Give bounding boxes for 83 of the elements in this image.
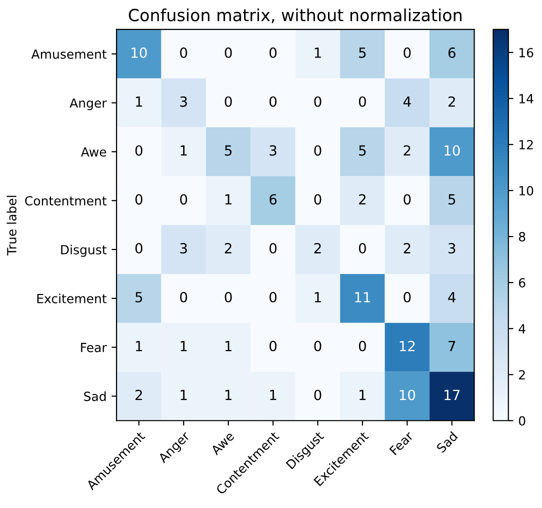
data-label: 3 <box>448 243 456 254</box>
data-label: 1 <box>360 390 366 400</box>
data-label: 5 <box>359 145 366 156</box>
data-label: 2 <box>135 390 142 400</box>
data-label: 6 <box>270 194 277 205</box>
data-label: 0 <box>358 243 366 254</box>
data-label: 0 <box>404 194 411 205</box>
y-tick-label: Sad <box>84 391 106 402</box>
data-label: 0 <box>270 47 277 58</box>
data-label: 5 <box>136 292 142 302</box>
color-bar-label: 8 <box>518 232 526 242</box>
data-label: 0 <box>404 292 411 302</box>
y-tick-label: Contentment <box>25 196 107 206</box>
data-label: 0 <box>404 47 411 58</box>
data-label: 6 <box>448 47 456 58</box>
color-bar-label: 10 <box>519 186 534 196</box>
data-label: 0 <box>270 292 277 302</box>
data-label: 0 <box>270 243 277 254</box>
y-axis-title: True label <box>6 196 16 256</box>
data-label: 10 <box>444 145 460 156</box>
color-bar-label: 14 <box>519 94 534 104</box>
data-label: 1 <box>270 390 276 400</box>
data-label: 4 <box>448 292 456 302</box>
data-label: 5 <box>359 48 366 58</box>
data-label: 0 <box>224 96 232 107</box>
data-label: 0 <box>270 96 277 107</box>
data-label: 0 <box>358 96 366 107</box>
data-label: 4 <box>403 96 411 107</box>
data-label: 0 <box>135 145 142 156</box>
color-bar-label: 6 <box>518 278 526 288</box>
data-label: 1 <box>225 390 232 400</box>
data-label: 0 <box>314 390 322 400</box>
data-label: 1 <box>225 340 232 352</box>
data-label: 0 <box>314 194 322 205</box>
data-label: 0 <box>314 145 322 156</box>
data-label: 2 <box>359 194 366 204</box>
data-label: 0 <box>314 340 322 352</box>
data-label: 10 <box>132 47 147 58</box>
y-tick-label: Amusement <box>31 50 107 59</box>
data-label: 7 <box>448 340 456 352</box>
data-label: 1 <box>136 96 142 107</box>
data-label: 2 <box>404 145 410 156</box>
data-label: 17 <box>444 390 460 400</box>
data-label: 0 <box>180 292 188 302</box>
chart-title: Confusion matrix, without normalization <box>128 8 462 24</box>
data-label: 5 <box>448 194 456 205</box>
color-bar-label: 4 <box>518 324 526 334</box>
color-bar-label: 0 <box>518 416 526 426</box>
data-label: 3 <box>180 96 187 107</box>
color-bar-label: 2 <box>519 370 525 380</box>
data-label: 0 <box>180 194 188 205</box>
data-label: 0 <box>135 243 142 254</box>
data-label: 2 <box>224 243 232 254</box>
data-label: 12 <box>400 340 415 352</box>
data-label: 0 <box>224 292 232 302</box>
data-label: 1 <box>136 340 142 352</box>
y-tick-label: Awe <box>80 147 106 157</box>
data-label: 1 <box>314 48 321 58</box>
data-label: 10 <box>400 390 416 400</box>
y-tick-label: Excitement <box>37 294 107 304</box>
data-label: 0 <box>224 47 232 58</box>
data-label: 1 <box>180 145 187 156</box>
data-label: 0 <box>270 340 277 352</box>
y-tick-label: Fear <box>81 342 107 352</box>
color-bar-label: 12 <box>519 140 533 150</box>
data-label: 3 <box>270 145 276 156</box>
y-tick-label: Anger <box>70 98 107 110</box>
data-label: 1 <box>180 390 187 400</box>
y-tick-label: Disgust <box>61 244 107 257</box>
data-label: 0 <box>180 47 188 58</box>
data-label: 1 <box>314 292 321 302</box>
color-bar-label: 16 <box>519 48 534 58</box>
data-label: 0 <box>314 96 322 107</box>
data-label: 5 <box>224 145 232 156</box>
data-label: 0 <box>358 340 366 352</box>
data-label: 11 <box>355 292 370 302</box>
data-label: 1 <box>180 340 187 352</box>
data-label: 2 <box>314 243 321 254</box>
data-label: 2 <box>404 243 410 254</box>
data-label: 0 <box>135 194 142 205</box>
data-label: 2 <box>448 96 455 107</box>
data-label: 3 <box>180 243 187 254</box>
data-label: 1 <box>225 194 232 204</box>
